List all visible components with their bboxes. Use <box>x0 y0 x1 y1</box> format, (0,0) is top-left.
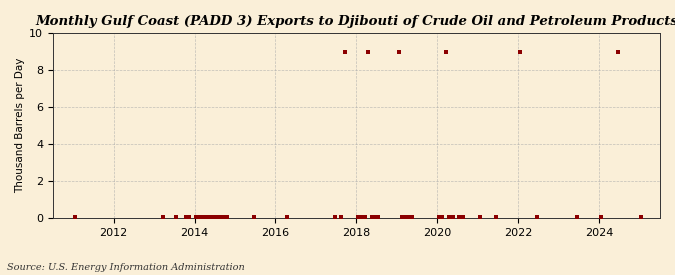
Point <box>215 215 225 219</box>
Point <box>171 215 182 219</box>
Point <box>531 215 542 219</box>
Point <box>340 50 350 54</box>
Point <box>433 215 444 219</box>
Point <box>198 215 209 219</box>
Point <box>221 215 232 219</box>
Point <box>407 215 418 219</box>
Point <box>211 215 222 219</box>
Point <box>157 215 168 219</box>
Point <box>218 215 229 219</box>
Point <box>572 215 583 219</box>
Point <box>356 215 367 219</box>
Point <box>370 215 381 219</box>
Title: Monthly Gulf Coast (PADD 3) Exports to Djibouti of Crude Oil and Petroleum Produ: Monthly Gulf Coast (PADD 3) Exports to D… <box>35 15 675 28</box>
Point <box>514 50 525 54</box>
Point <box>367 215 377 219</box>
Point <box>447 215 458 219</box>
Point <box>336 215 347 219</box>
Point <box>437 215 448 219</box>
Point <box>394 50 404 54</box>
Point <box>353 215 364 219</box>
Y-axis label: Thousand Barrels per Day: Thousand Barrels per Day <box>15 58 25 194</box>
Point <box>181 215 192 219</box>
Point <box>400 215 411 219</box>
Point <box>282 215 293 219</box>
Point <box>457 215 468 219</box>
Point <box>595 215 606 219</box>
Point <box>360 215 371 219</box>
Text: Source: U.S. Energy Information Administration: Source: U.S. Energy Information Administ… <box>7 263 244 272</box>
Point <box>612 50 623 54</box>
Point <box>404 215 414 219</box>
Point <box>373 215 384 219</box>
Point <box>70 215 80 219</box>
Point <box>201 215 212 219</box>
Point <box>440 50 451 54</box>
Point <box>248 215 259 219</box>
Point <box>191 215 202 219</box>
Point <box>636 215 647 219</box>
Point <box>208 215 219 219</box>
Point <box>443 215 454 219</box>
Point <box>184 215 195 219</box>
Point <box>205 215 215 219</box>
Point <box>491 215 502 219</box>
Point <box>397 215 408 219</box>
Point <box>454 215 464 219</box>
Point <box>363 50 374 54</box>
Point <box>329 215 340 219</box>
Point <box>194 215 205 219</box>
Point <box>474 215 485 219</box>
